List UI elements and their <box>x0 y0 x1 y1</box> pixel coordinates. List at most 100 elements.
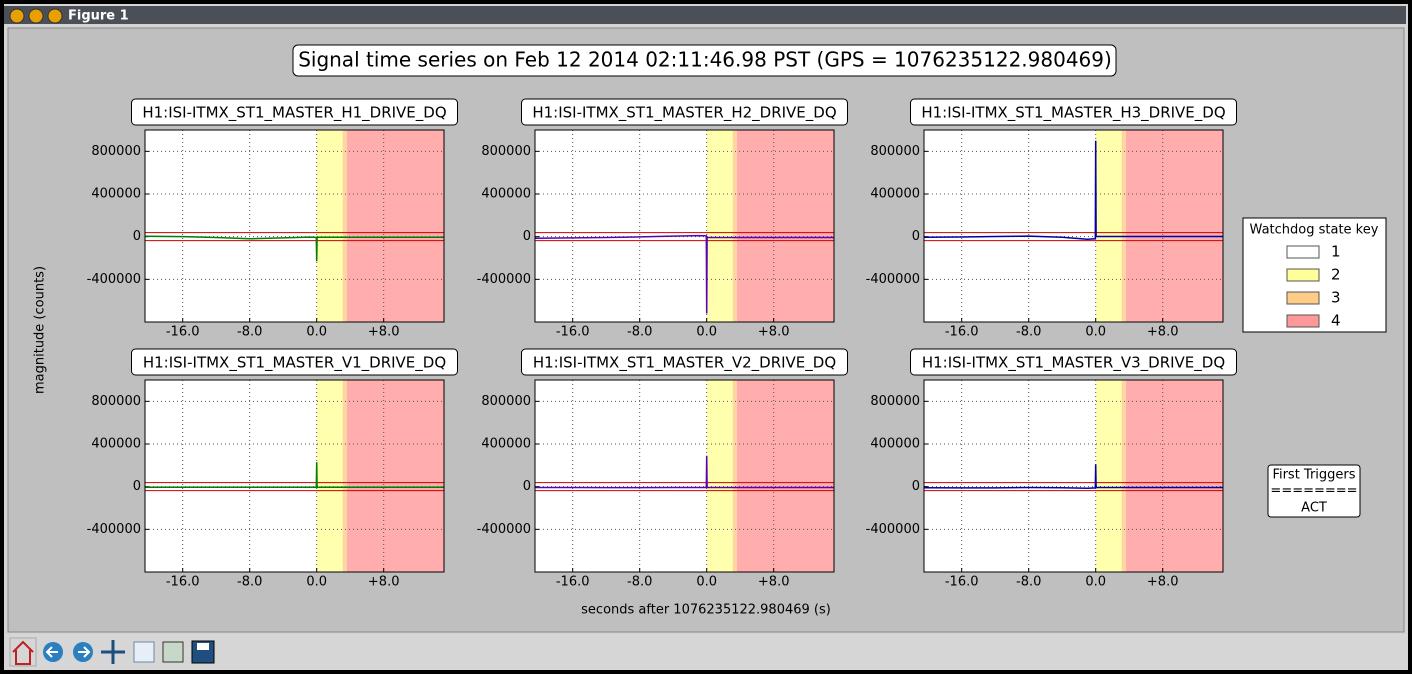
y-tick-label: 0 <box>133 479 141 494</box>
zoom-button[interactable] <box>133 641 155 663</box>
legend-swatch <box>1286 314 1320 328</box>
state-region <box>316 380 343 572</box>
legend-label: 2 <box>1331 266 1341 284</box>
back-icon <box>45 646 58 658</box>
x-tick-label: +8.0 <box>368 325 400 340</box>
state-region <box>342 130 347 322</box>
legend-swatch <box>1286 291 1320 305</box>
y-tick-label: 0 <box>523 229 531 244</box>
save-icon <box>197 643 209 650</box>
y-tick-label: 0 <box>133 229 141 244</box>
y-tick-label: 400000 <box>870 187 920 202</box>
y-tick-label: 800000 <box>481 394 531 409</box>
toolbar <box>4 634 1408 670</box>
legend-label: 1 <box>1331 243 1341 261</box>
maximize-button[interactable] <box>47 8 63 24</box>
state-region <box>736 130 834 322</box>
x-tick-label: +8.0 <box>368 575 400 590</box>
x-tick-label: 0.0 <box>696 575 717 590</box>
state-region <box>1125 380 1223 572</box>
state-region <box>316 130 343 322</box>
legend-label: 4 <box>1331 312 1341 330</box>
plot-frame <box>923 379 1224 573</box>
subplot-title: H1:ISI-ITMX_ST1_MASTER_V1_DRIVE_DQ <box>143 354 446 373</box>
x-tick-label: -8.0 <box>627 575 652 590</box>
signal-line <box>145 462 444 489</box>
minimize-button[interactable] <box>28 8 44 24</box>
state-region <box>1095 130 1122 322</box>
title-bar <box>4 6 1406 24</box>
state-region <box>346 380 444 572</box>
x-tick-label: -16.0 <box>166 325 200 340</box>
subplot-title: H1:ISI-ITMX_ST1_MASTER_H3_DRIVE_DQ <box>921 104 1225 123</box>
y-tick-label: -400000 <box>477 522 531 537</box>
state-region <box>736 380 834 572</box>
signal-line <box>923 464 1223 490</box>
x-tick-label: -16.0 <box>556 325 590 340</box>
subplot-title-box <box>910 98 1237 126</box>
legend-swatch <box>1286 268 1320 282</box>
subplots-button[interactable] <box>162 641 184 663</box>
y-tick-label: 400000 <box>91 187 141 202</box>
figure-title-box <box>292 44 1117 77</box>
signal-line <box>535 455 834 489</box>
y-tick-label: 400000 <box>91 437 141 452</box>
y-tick-label: -400000 <box>87 522 141 537</box>
state-region <box>1121 380 1126 572</box>
subplot-title-box <box>131 98 458 126</box>
x-tick-label: 0.0 <box>1085 575 1106 590</box>
x-tick-label: -8.0 <box>627 325 652 340</box>
state-region <box>732 130 737 322</box>
y-tick-label: 800000 <box>870 144 920 159</box>
y-tick-label: 400000 <box>481 437 531 452</box>
x-tick-label: 0.0 <box>1085 325 1106 340</box>
triggers-box <box>1267 464 1361 518</box>
pan-button[interactable] <box>101 640 125 664</box>
subplot-title: H1:ISI-ITMX_ST1_MASTER_V3_DRIVE_DQ <box>922 354 1225 373</box>
x-tick-label: -8.0 <box>1016 325 1041 340</box>
x-tick-label: 0.0 <box>696 325 717 340</box>
subplot-title: H1:ISI-ITMX_ST1_MASTER_V2_DRIVE_DQ <box>533 354 836 373</box>
plot-frame <box>923 129 1224 323</box>
plot-frame <box>534 129 835 323</box>
x-tick-label: -8.0 <box>237 325 262 340</box>
signal-line <box>534 234 834 314</box>
toolbar-buttons <box>9 637 215 667</box>
x-tick-label: 0.0 <box>306 575 327 590</box>
trigger-item: ACT <box>1301 501 1327 516</box>
subplot-title: H1:ISI-ITMX_ST1_MASTER_H2_DRIVE_DQ <box>532 104 836 123</box>
subplot-title-box <box>910 348 1237 376</box>
y-tick-label: 800000 <box>870 394 920 409</box>
x-tick-label: 0.0 <box>306 325 327 340</box>
x-tick-label: -16.0 <box>945 325 979 340</box>
triggers-title: First Triggers <box>1272 468 1355 483</box>
window-title: Figure 1 <box>68 9 129 24</box>
x-tick-label: +8.0 <box>758 325 790 340</box>
y-tick-label: 0 <box>912 229 920 244</box>
legend-swatch <box>1286 245 1320 259</box>
subplot-title-box <box>521 348 848 376</box>
y-tick-label: 800000 <box>481 144 531 159</box>
home-icon <box>12 640 34 665</box>
x-tick-label: -8.0 <box>237 575 262 590</box>
y-axis-label: magnitude (counts) <box>33 266 48 394</box>
subplot-title-box <box>131 348 458 376</box>
triggers-separator: ======== <box>1270 484 1357 499</box>
state-region <box>1095 380 1122 572</box>
state-region <box>732 380 737 572</box>
x-tick-label: -16.0 <box>945 575 979 590</box>
y-tick-label: 800000 <box>91 394 141 409</box>
plot-frame <box>144 379 445 573</box>
y-tick-label: 800000 <box>91 144 141 159</box>
forward-icon <box>78 646 91 658</box>
legend-title: Watchdog state key <box>1250 223 1379 238</box>
x-axis-label: seconds after 1076235122.980469 (s) <box>581 603 831 618</box>
close-button[interactable] <box>9 8 25 24</box>
y-tick-label: 400000 <box>870 437 920 452</box>
legend-label: 3 <box>1331 289 1341 307</box>
figure-title: Signal time series on Feb 12 2014 02:11:… <box>298 48 1112 72</box>
signal-line <box>144 235 444 262</box>
y-tick-label: -400000 <box>477 272 531 287</box>
y-tick-label: 0 <box>523 479 531 494</box>
